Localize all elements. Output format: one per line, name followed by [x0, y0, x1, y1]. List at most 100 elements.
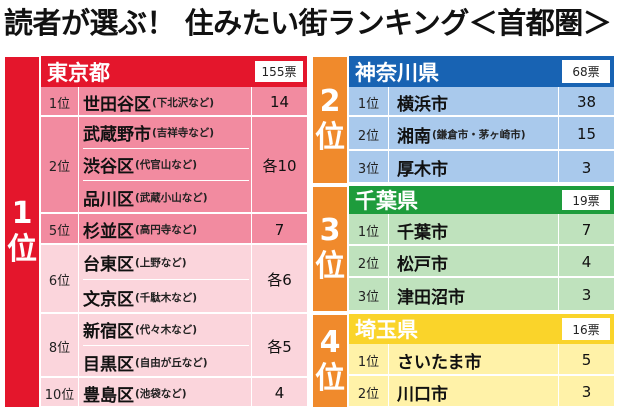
votes-value: 各5 [251, 314, 307, 378]
votes-value: 3 [558, 278, 614, 312]
votes-value: 5 [558, 344, 614, 376]
place-name: 台東区 [83, 254, 134, 275]
place-entry: 千葉市 [397, 214, 556, 246]
rank-suffix: 位 [315, 361, 345, 396]
place-name: 武蔵野市 [83, 125, 151, 145]
rank-number: 2 [319, 84, 341, 119]
rank-number: 4 [319, 325, 341, 360]
votes-value: 7 [558, 214, 614, 246]
place-entry: 豊島区 (池袋など) [83, 378, 249, 408]
rank-cell: 2位 [41, 117, 79, 214]
rank-cell: 1位 [41, 87, 79, 117]
rank-cell: 6位 [41, 245, 79, 314]
place-entry: 目黒区 (自由が丘など) [83, 346, 249, 378]
place-name: 津田沼市 [397, 287, 465, 308]
rank-cell: 3位 [349, 151, 389, 184]
place-entry: 世田谷区 (下北沢など) [83, 87, 249, 117]
prefecture-header: 千葉県 19票 [349, 186, 614, 214]
place-entry: 川口市 [397, 376, 556, 408]
votes-value: 3 [558, 376, 614, 408]
rank-cell: 1位 [349, 344, 389, 376]
place-entry: 渋谷区 (代官山など) [83, 149, 249, 181]
place-entry: 台東区 (上野など) [83, 245, 249, 280]
votes-value: 14 [251, 87, 307, 117]
place-entry: 武蔵野市 (吉祥寺など) [83, 117, 249, 149]
place-name: 品川区 [83, 190, 134, 210]
votes-value: 38 [558, 87, 614, 117]
prefecture-header: 神奈川県 68票 [349, 56, 614, 87]
rank-group: 1位 14 世田谷区 (下北沢など) [41, 87, 307, 117]
rank-row: 3位 厚木市 3 [349, 151, 614, 184]
votes-value: 3 [558, 151, 614, 184]
place-entry: 文京区 (千駄木など) [83, 280, 249, 314]
prefecture-name: 埼玉県 [355, 318, 418, 342]
prefecture-header-tokyo: 東京都 155票 [41, 56, 307, 87]
votes-value: 7 [251, 214, 307, 245]
place-entry: 松戸市 [397, 246, 556, 278]
rank-cell: 2位 [349, 246, 389, 278]
place-detail: (代官山など) [135, 159, 198, 171]
rank-group: 2位 各10 武蔵野市 (吉祥寺など) 渋谷区 (代官山など) 品川区 (武蔵小山など) [41, 117, 307, 214]
place-detail: (代々木など) [135, 324, 198, 336]
rank-row: 1位 さいたま市 5 [349, 344, 614, 376]
prefecture-name: 神奈川県 [355, 60, 439, 85]
place-detail: (吉祥寺など) [152, 127, 215, 139]
rank-cell: 1位 [349, 87, 389, 117]
place-name: 豊島区 [83, 385, 134, 406]
rank-suffix: 位 [315, 120, 345, 155]
rank-row: 2位 湘南 (鎌倉市・茅ヶ崎市) 15 [349, 117, 614, 151]
votes-value: 4 [251, 378, 307, 408]
place-detail: (武蔵小山など) [135, 192, 208, 204]
rank-number: 1 [11, 196, 33, 231]
place-detail: (千駄木など) [135, 291, 198, 304]
rank-row: 3位 津田沼市 3 [349, 278, 614, 312]
votes-badge: 155票 [255, 61, 303, 82]
place-name: 横浜市 [397, 94, 448, 115]
prefecture-header: 埼玉県 16票 [349, 314, 614, 344]
place-name: 湘南 [397, 126, 431, 147]
rank-row: 2位 川口市 3 [349, 376, 614, 408]
votes-value: 各10 [251, 117, 307, 214]
place-entry: 新宿区 (代々木など) [83, 314, 249, 346]
place-detail: (下北沢など) [152, 96, 215, 109]
place-name: さいたま市 [397, 352, 482, 373]
place-name: 川口市 [397, 384, 448, 405]
rank-group: 8位 各5 新宿区 (代々木など) 目黒区 (自由が丘など) [41, 314, 307, 378]
rank-suffix: 位 [315, 249, 345, 284]
votes-value: 各6 [251, 245, 307, 314]
prefecture-name: 千葉県 [355, 189, 418, 213]
rank-row: 1位 千葉市 7 [349, 214, 614, 246]
rank-group: 10位 4 豊島区 (池袋など) [41, 378, 307, 408]
votes-badge: 16票 [562, 318, 610, 340]
place-entry: さいたま市 [397, 344, 556, 376]
place-detail: (高円寺など) [135, 224, 198, 236]
rank-group: 6位 各6 台東区 (上野など) 文京区 (千駄木など) [41, 245, 307, 314]
place-name: 杉並区 [83, 222, 134, 242]
place-entry: 津田沼市 [397, 278, 556, 312]
rank-cell: 1位 [349, 214, 389, 246]
rank-cell: 3位 [349, 278, 389, 312]
rank-row: 1位 横浜市 38 [349, 87, 614, 117]
prefecture-name: 東京都 [47, 60, 110, 85]
place-entry: 品川区 (武蔵小山など) [83, 181, 249, 214]
rank-row: 2位 松戸市 4 [349, 246, 614, 278]
place-name: 文京区 [83, 289, 134, 310]
rank-suffix: 位 [7, 232, 37, 267]
rank-cell: 2位 [349, 117, 389, 151]
place-entry: 杉並区 (高円寺など) [83, 214, 249, 245]
rank-group: 5位 7 杉並区 (高円寺など) [41, 214, 307, 245]
rank-cell: 2位 [349, 376, 389, 408]
votes-badge: 19票 [562, 190, 610, 210]
place-entry: 厚木市 [397, 151, 556, 184]
rank-cell: 10位 [41, 378, 79, 408]
place-detail: (自由が丘など) [135, 356, 208, 369]
place-name: 新宿区 [83, 322, 134, 342]
rank-number: 3 [319, 213, 341, 248]
rank-cell: 5位 [41, 214, 79, 245]
votes-badge: 68票 [562, 60, 610, 83]
votes-value: 15 [558, 117, 614, 151]
place-detail: (池袋など) [135, 387, 187, 400]
